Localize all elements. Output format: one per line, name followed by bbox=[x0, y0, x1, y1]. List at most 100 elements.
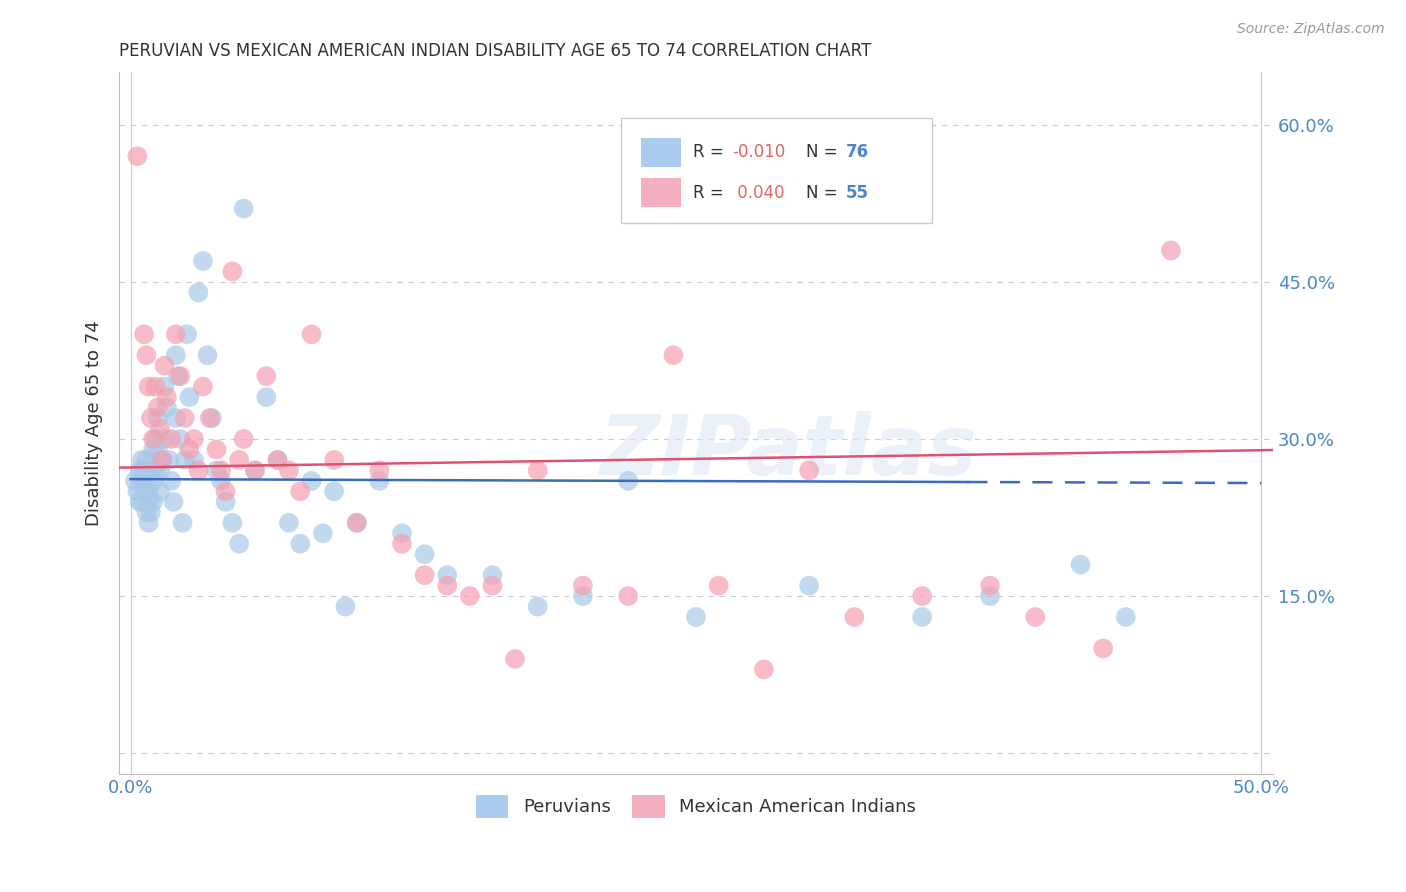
Point bbox=[214, 484, 236, 499]
Text: ZIPatlas: ZIPatlas bbox=[599, 411, 977, 491]
Point bbox=[266, 453, 288, 467]
Point bbox=[167, 369, 190, 384]
Text: N =: N = bbox=[806, 144, 842, 161]
Point bbox=[173, 411, 195, 425]
Point bbox=[134, 463, 156, 477]
Text: 55: 55 bbox=[846, 184, 869, 202]
Point bbox=[176, 327, 198, 342]
Point bbox=[124, 474, 146, 488]
Point bbox=[131, 495, 153, 509]
Point bbox=[572, 589, 595, 603]
Point bbox=[149, 421, 172, 435]
Point bbox=[209, 474, 232, 488]
Bar bbox=[641, 178, 681, 207]
Point bbox=[243, 463, 266, 477]
Point bbox=[197, 348, 219, 362]
Text: N =: N = bbox=[806, 184, 842, 202]
Point bbox=[481, 579, 503, 593]
Point bbox=[179, 390, 201, 404]
Point bbox=[165, 327, 187, 342]
Point bbox=[149, 484, 172, 499]
Point bbox=[911, 589, 934, 603]
Point bbox=[368, 474, 391, 488]
Y-axis label: Disability Age 65 to 74: Disability Age 65 to 74 bbox=[86, 320, 103, 526]
Point bbox=[481, 568, 503, 582]
Point bbox=[172, 516, 194, 530]
Point bbox=[146, 411, 169, 425]
Point bbox=[797, 463, 820, 477]
Point bbox=[173, 453, 195, 467]
Point bbox=[150, 453, 173, 467]
Point bbox=[201, 411, 224, 425]
Point bbox=[232, 202, 254, 216]
Point bbox=[1160, 244, 1182, 258]
Point bbox=[413, 568, 436, 582]
Point bbox=[572, 579, 595, 593]
Point bbox=[436, 579, 458, 593]
Point bbox=[1070, 558, 1092, 572]
Point bbox=[503, 652, 526, 666]
Point bbox=[157, 453, 180, 467]
Point bbox=[243, 463, 266, 477]
Point bbox=[911, 610, 934, 624]
Text: 0.040: 0.040 bbox=[731, 184, 785, 202]
Point bbox=[139, 505, 162, 519]
Point bbox=[128, 463, 150, 477]
Point bbox=[301, 474, 323, 488]
Point bbox=[191, 254, 214, 268]
Point bbox=[685, 610, 707, 624]
Point bbox=[142, 432, 165, 446]
Point bbox=[142, 495, 165, 509]
Point bbox=[145, 463, 167, 477]
Point bbox=[169, 432, 191, 446]
Point bbox=[214, 495, 236, 509]
Point bbox=[617, 589, 640, 603]
Point bbox=[526, 463, 548, 477]
Point bbox=[391, 526, 413, 541]
Point bbox=[138, 516, 160, 530]
Point bbox=[346, 516, 368, 530]
Legend: Peruvians, Mexican American Indians: Peruvians, Mexican American Indians bbox=[468, 789, 924, 825]
Text: -0.010: -0.010 bbox=[731, 144, 785, 161]
Point bbox=[346, 516, 368, 530]
Bar bbox=[641, 137, 681, 167]
Point bbox=[979, 589, 1001, 603]
Point bbox=[139, 411, 162, 425]
Text: PERUVIAN VS MEXICAN AMERICAN INDIAN DISABILITY AGE 65 TO 74 CORRELATION CHART: PERUVIAN VS MEXICAN AMERICAN INDIAN DISA… bbox=[120, 42, 872, 60]
Point bbox=[156, 390, 179, 404]
Point bbox=[979, 579, 1001, 593]
Point bbox=[165, 348, 187, 362]
Point bbox=[146, 401, 169, 415]
Point bbox=[146, 442, 169, 457]
Point bbox=[526, 599, 548, 614]
Point bbox=[368, 463, 391, 477]
Point bbox=[232, 432, 254, 446]
Point bbox=[135, 453, 157, 467]
Point bbox=[145, 379, 167, 393]
Point bbox=[153, 359, 176, 373]
Point bbox=[335, 599, 357, 614]
Point bbox=[134, 484, 156, 499]
Point bbox=[254, 390, 277, 404]
Point bbox=[198, 411, 221, 425]
Point bbox=[135, 474, 157, 488]
Point bbox=[323, 453, 346, 467]
Point bbox=[128, 495, 150, 509]
Point bbox=[277, 463, 299, 477]
Point bbox=[323, 484, 346, 499]
Point bbox=[797, 579, 820, 593]
Point bbox=[391, 537, 413, 551]
Point bbox=[662, 348, 685, 362]
Point bbox=[139, 463, 162, 477]
Point bbox=[160, 432, 183, 446]
Point bbox=[187, 463, 209, 477]
Point bbox=[1115, 610, 1137, 624]
Point bbox=[254, 369, 277, 384]
Point bbox=[266, 453, 288, 467]
Point bbox=[617, 474, 640, 488]
Point bbox=[228, 453, 250, 467]
Point bbox=[301, 327, 323, 342]
Point bbox=[162, 495, 184, 509]
Point bbox=[221, 264, 243, 278]
Point bbox=[1024, 610, 1046, 624]
